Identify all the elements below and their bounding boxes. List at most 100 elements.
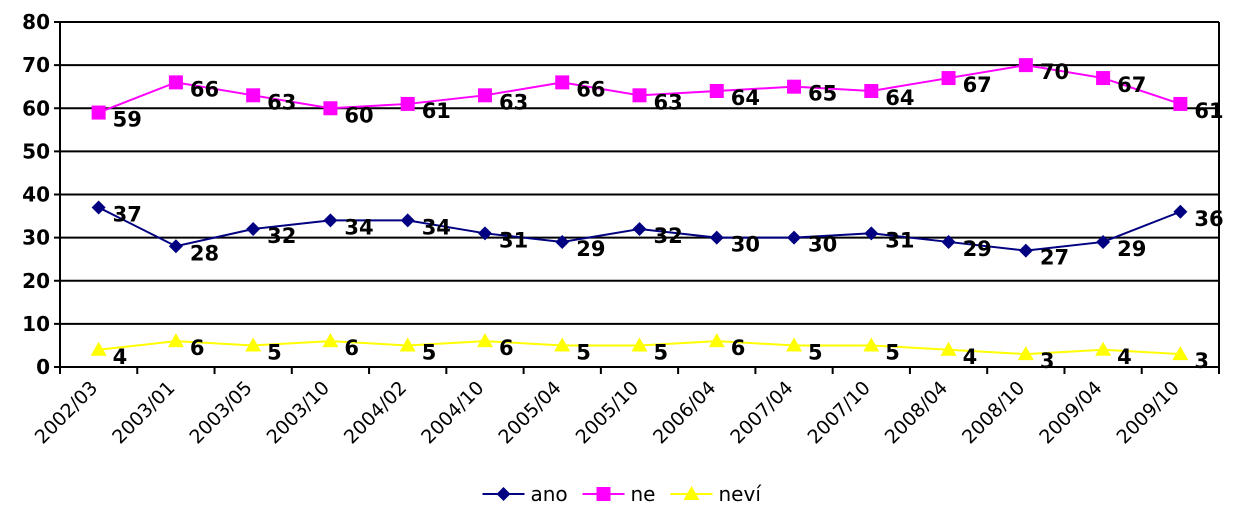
data-label: 63 [267, 90, 296, 114]
legend-label: neví [719, 482, 763, 506]
data-point [399, 337, 416, 352]
y-tick-label: 20 [22, 269, 50, 293]
data-point [477, 88, 492, 103]
data-label: 29 [1117, 237, 1146, 261]
data-label: 27 [1040, 246, 1069, 270]
y-tick-label: 30 [22, 226, 50, 250]
data-label: 4 [963, 345, 978, 369]
x-tick-label: 2008/04 [881, 377, 952, 448]
data-label: 5 [654, 340, 669, 364]
x-tick-label: 2003/10 [263, 377, 334, 448]
data-point [787, 79, 802, 94]
data-label: 5 [267, 340, 282, 364]
gridlines [60, 21, 1219, 325]
legend-item: ano [482, 482, 568, 506]
x-tick-label: 2005/04 [494, 377, 565, 448]
data-point [246, 222, 261, 236]
data-point [477, 226, 492, 241]
data-point [1172, 346, 1189, 361]
data-point [941, 234, 956, 249]
x-tick-label: 2004/02 [340, 377, 411, 448]
data-point [323, 101, 338, 116]
data-point [787, 230, 802, 245]
data-label: 32 [654, 224, 683, 248]
data-point [400, 96, 415, 111]
data-label: 5 [808, 340, 823, 364]
data-label: 3 [1194, 349, 1209, 373]
legend-marker [596, 487, 611, 501]
y-tick-label: 40 [22, 183, 50, 207]
data-point [400, 213, 415, 228]
data-point [245, 337, 262, 352]
data-label: 34 [344, 215, 373, 239]
data-label: 61 [1194, 99, 1223, 123]
data-point [709, 84, 724, 98]
data-point [940, 341, 957, 356]
legend-marker [496, 487, 511, 501]
data-point [554, 337, 571, 352]
data-point [90, 341, 107, 356]
data-label: 66 [190, 77, 219, 101]
data-point [786, 337, 803, 352]
data-label: 6 [344, 336, 359, 360]
data-point [168, 75, 183, 90]
y-tick-label: 10 [22, 312, 50, 336]
data-point [1017, 346, 1034, 361]
x-tick-label: 2009/10 [1113, 377, 1184, 448]
data-point [1095, 341, 1112, 356]
data-label: 61 [422, 99, 451, 123]
data-point [941, 71, 956, 86]
data-label: 6 [499, 336, 514, 360]
legend-label: ano [531, 482, 568, 506]
data-label: 63 [654, 90, 683, 114]
data-point [864, 84, 879, 98]
y-tick-label: 0 [36, 355, 50, 379]
data-point [1096, 234, 1111, 249]
data-point [322, 333, 339, 348]
data-point [91, 105, 106, 120]
data-point [476, 333, 493, 348]
legend-item: neví [670, 482, 763, 506]
data-point [555, 75, 570, 90]
x-tick-label: 2008/10 [958, 377, 1029, 448]
y-tick-label: 70 [22, 53, 50, 77]
data-point [709, 230, 724, 245]
data-label: 3 [1040, 349, 1055, 373]
data-point [1018, 243, 1033, 258]
y-tick-label: 50 [22, 139, 50, 163]
data-point [168, 239, 183, 254]
x-tick-label: 2009/04 [1035, 377, 1106, 448]
data-label: 30 [731, 233, 760, 257]
legend: ano ne neví [482, 482, 763, 506]
x-tick-label: 2007/04 [726, 377, 797, 448]
data-label: 36 [1194, 207, 1223, 231]
data-point [864, 226, 879, 241]
data-label: 5 [885, 340, 900, 364]
data-label: 70 [1040, 60, 1069, 84]
data-label: 67 [1117, 73, 1146, 97]
data-label: 4 [113, 345, 128, 369]
x-tick-label: 2002/03 [31, 377, 102, 448]
data-label: 64 [885, 86, 914, 110]
data-point [632, 222, 647, 236]
data-label: 37 [113, 202, 142, 226]
data-label: 5 [576, 340, 591, 364]
data-label: 67 [963, 73, 992, 97]
data-label: 65 [808, 82, 837, 106]
x-axis-ticks: 2002/03 2003/01 2003/05 2003/10 2004/02 2004/… [31, 367, 1220, 448]
data-point [167, 333, 184, 348]
data-label: 34 [422, 215, 451, 239]
data-label: 5 [422, 340, 437, 364]
data-point [631, 337, 648, 352]
x-tick-label: 2003/01 [108, 377, 179, 448]
data-label: 28 [190, 241, 219, 265]
x-tick-label: 2003/05 [185, 377, 256, 448]
data-label: 31 [499, 228, 528, 252]
data-point [1096, 71, 1111, 86]
data-label: 6 [190, 336, 205, 360]
data-point [323, 213, 338, 228]
legend-marker [683, 486, 700, 500]
